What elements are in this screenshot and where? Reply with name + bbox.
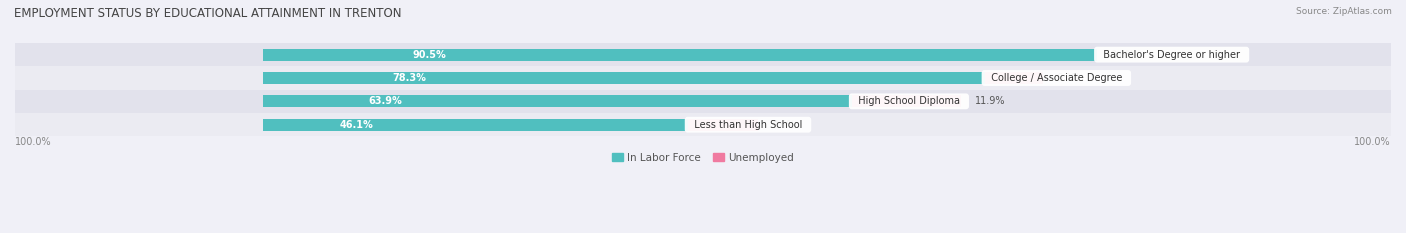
Text: 6.3%: 6.3% — [1056, 73, 1081, 83]
Text: 78.3%: 78.3% — [392, 73, 426, 83]
Text: 0.0%: 0.0% — [1111, 50, 1135, 60]
Bar — [263, 72, 984, 84]
Bar — [263, 95, 852, 107]
Bar — [263, 119, 688, 131]
Bar — [15, 66, 1391, 90]
Bar — [688, 119, 758, 131]
Bar — [984, 72, 1043, 84]
Text: 7.6%: 7.6% — [772, 120, 796, 130]
Text: 100.0%: 100.0% — [1354, 137, 1391, 147]
Text: Source: ZipAtlas.com: Source: ZipAtlas.com — [1296, 7, 1392, 16]
Legend: In Labor Force, Unemployed: In Labor Force, Unemployed — [609, 148, 797, 167]
Text: 90.5%: 90.5% — [413, 50, 447, 60]
Bar — [15, 113, 1391, 136]
Text: College / Associate Degree: College / Associate Degree — [984, 73, 1128, 83]
Text: EMPLOYMENT STATUS BY EDUCATIONAL ATTAINMENT IN TRENTON: EMPLOYMENT STATUS BY EDUCATIONAL ATTAINM… — [14, 7, 402, 20]
Bar — [263, 48, 1097, 61]
Text: High School Diploma: High School Diploma — [852, 96, 966, 106]
Text: Less than High School: Less than High School — [688, 120, 808, 130]
Bar — [852, 95, 962, 107]
Text: 11.9%: 11.9% — [976, 96, 1005, 106]
Bar — [15, 43, 1391, 66]
Bar — [15, 90, 1391, 113]
Text: Bachelor's Degree or higher: Bachelor's Degree or higher — [1097, 50, 1246, 60]
Text: 63.9%: 63.9% — [368, 96, 402, 106]
Text: 100.0%: 100.0% — [15, 137, 52, 147]
Text: 46.1%: 46.1% — [339, 120, 373, 130]
